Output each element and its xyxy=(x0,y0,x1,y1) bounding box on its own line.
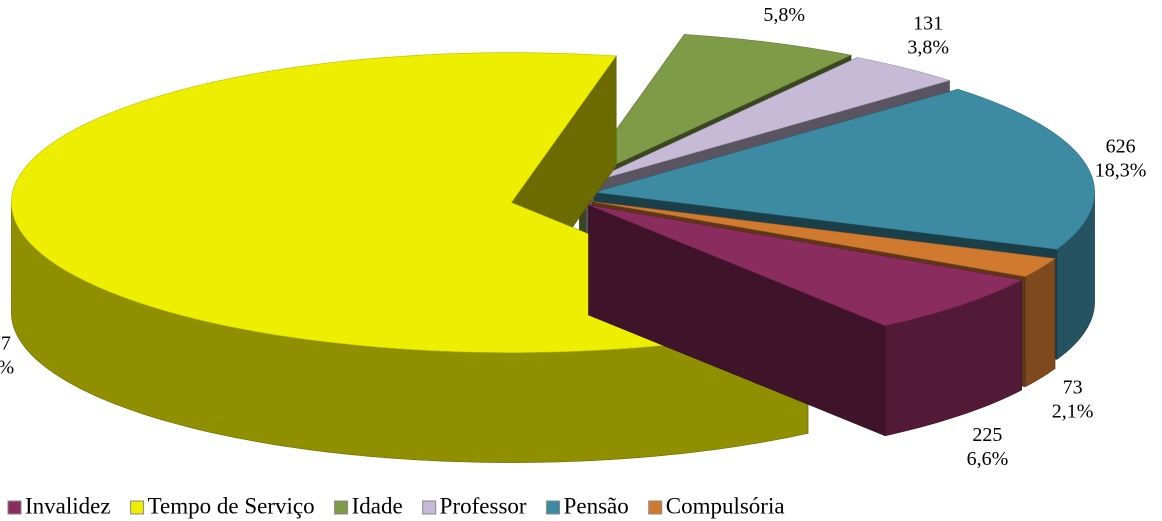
slice xyxy=(578,34,853,182)
legend-swatch xyxy=(648,500,663,515)
slice xyxy=(592,201,1056,277)
percent-label: 18,3% xyxy=(1095,160,1147,182)
percent-label: 3,8% xyxy=(907,37,949,59)
percent-label: 2,1% xyxy=(1052,401,1094,423)
legend-swatch xyxy=(130,500,145,515)
percent-label: 5,8% xyxy=(763,4,805,26)
slice xyxy=(588,204,1023,327)
percent-label: 63,5% xyxy=(0,357,14,379)
slice-wall xyxy=(1025,258,1056,388)
slice xyxy=(585,57,951,184)
slice xyxy=(594,88,1095,250)
legend-swatch xyxy=(422,500,437,515)
legend-label: Compulsória xyxy=(666,493,785,518)
percent-label: 6,6% xyxy=(967,448,1009,470)
legend-swatch xyxy=(546,500,561,515)
legend-label: Professor xyxy=(440,493,527,518)
value-label: 73 xyxy=(1063,377,1083,399)
value-label: 2.177 xyxy=(0,333,11,355)
legend-label: Idade xyxy=(352,493,403,518)
value-label: 198 xyxy=(769,0,799,2)
legend-label: Invalidez xyxy=(25,493,111,518)
value-label: 131 xyxy=(913,13,943,35)
legend-label: Tempo de Serviço xyxy=(148,493,315,518)
value-label: 626 xyxy=(1106,136,1136,158)
legend-label: Pensão xyxy=(564,493,629,518)
legend-swatch xyxy=(334,500,349,515)
legend-swatch xyxy=(7,500,22,515)
value-label: 225 xyxy=(972,424,1002,446)
